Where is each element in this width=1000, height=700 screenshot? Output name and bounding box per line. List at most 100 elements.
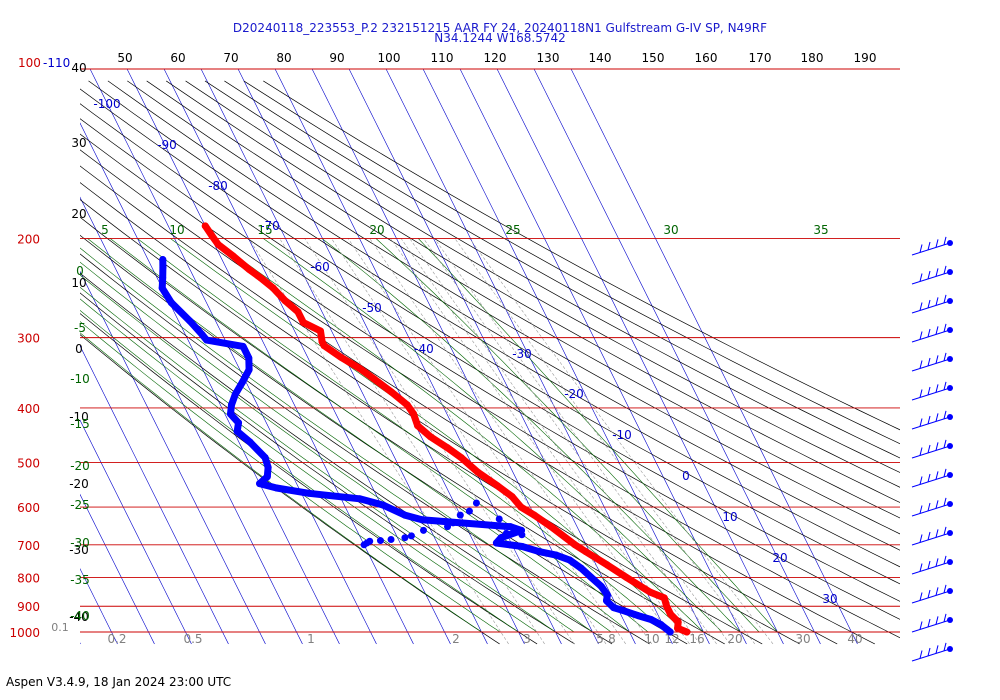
chart-title-line-1: D20240118_223553_P.2 232151215 AAR FY 24… xyxy=(232,21,768,35)
dry-adiabat-label: 110 xyxy=(431,51,454,65)
wind-barb-feather xyxy=(919,360,923,369)
temperature-profile-point xyxy=(370,375,378,383)
wind-barb-point xyxy=(947,588,953,594)
dry-adiabat-line xyxy=(146,80,900,519)
wind-barb-staff xyxy=(911,300,951,314)
dewpoint-scatter-point xyxy=(502,529,510,537)
dry-adiabat-line xyxy=(80,88,900,585)
wind-barb-feather xyxy=(935,587,939,596)
moist-adiabat-label: -40 xyxy=(70,609,90,623)
wind-barb-feather xyxy=(919,389,923,398)
isotherm-label: 20 xyxy=(772,551,787,565)
wind-barb-feather xyxy=(919,650,923,659)
mixing-ratio-line xyxy=(400,238,690,645)
temperature-profile-point xyxy=(403,401,411,409)
temperature-profile-point xyxy=(316,327,324,335)
mixing-ratio-label: 20 xyxy=(727,632,742,646)
dry-adiabat-label: 150 xyxy=(642,51,665,65)
temperature-profile-point xyxy=(674,618,682,626)
dewpoint-profile-point xyxy=(198,330,206,338)
wind-barb-feather xyxy=(935,355,939,364)
dewpoint-profile-point xyxy=(167,299,175,307)
wind-barb-feather xyxy=(927,328,931,338)
temperature-profile-point xyxy=(257,274,265,282)
wind-barb-feather xyxy=(919,476,923,485)
dewpoint-profile-point xyxy=(263,473,271,481)
dry-adiabat-line xyxy=(263,80,900,431)
dewpoint-profile-point xyxy=(305,489,313,497)
mixing-ratio-line xyxy=(390,238,678,645)
wind-barb-feather xyxy=(919,302,923,311)
dewpoint-profile-point xyxy=(158,284,166,292)
temperature-profile-point xyxy=(646,588,654,596)
wind-barb-feather xyxy=(943,439,947,449)
dry-adiabat-line xyxy=(166,80,900,503)
wind-barb-feather xyxy=(943,410,947,420)
wind-barb xyxy=(911,526,953,546)
wind-barb-staff xyxy=(911,329,951,343)
isotherm-line xyxy=(496,69,784,645)
dewpoint-scatter-point xyxy=(456,511,464,519)
isotherm-line xyxy=(237,69,525,645)
isotherm-label: 0 xyxy=(682,469,690,483)
dry-adiabat-line xyxy=(80,272,613,645)
wind-barb-point xyxy=(947,240,953,246)
temperature-profile-point xyxy=(683,628,691,636)
wind-barb xyxy=(911,236,953,256)
wind-barb xyxy=(911,613,953,633)
pressure-label: 100 xyxy=(18,56,41,70)
dewpoint-profile-point xyxy=(186,317,194,325)
dewpoint-scatter-point xyxy=(472,499,480,507)
isotherm-line xyxy=(422,69,710,645)
isotherm-line xyxy=(80,345,229,645)
wind-barb-point xyxy=(947,327,953,333)
moist-adiabat-label: -25 xyxy=(70,498,90,512)
dewpoint-profile-point xyxy=(647,615,655,623)
isotherm-line xyxy=(80,568,118,645)
isotherm-label: -90 xyxy=(157,138,177,152)
dewpoint-profile-point xyxy=(597,582,605,590)
temperature-profile-point xyxy=(622,573,630,581)
dry-adiabat-line xyxy=(80,182,800,645)
moist-adiabat-line xyxy=(80,274,575,633)
temperature-profile-point xyxy=(410,410,418,418)
wind-barb xyxy=(911,497,953,517)
dry-adiabat-label: 70 xyxy=(223,51,238,65)
pressure-label: 800 xyxy=(17,571,40,585)
wind-barb-feather xyxy=(927,502,931,512)
temperature-profile-point xyxy=(582,548,590,556)
dewpoint-profile-point xyxy=(227,401,235,409)
chart-title-line-2: N34.1244 W168.5742 xyxy=(434,31,566,45)
wind-barb-feather xyxy=(943,613,947,623)
wind-barb-feather xyxy=(943,555,947,565)
wind-barb-point xyxy=(947,356,953,362)
mixing-ratio-label: 0.1 xyxy=(51,621,69,634)
wind-barb-feather xyxy=(943,294,947,304)
wind-barb-point xyxy=(947,414,953,420)
dry-adiabat-label: -20 xyxy=(69,477,89,491)
temperature-profile-point xyxy=(299,318,307,326)
wind-barb-feather xyxy=(935,529,939,538)
isotherm-line xyxy=(200,69,488,645)
temperature-profile-point xyxy=(674,624,682,632)
wind-barb-point xyxy=(947,530,953,536)
dewpoint-scatter-point xyxy=(444,523,452,531)
temperature-profile-point xyxy=(547,523,555,531)
wind-barb-feather xyxy=(935,500,939,509)
wind-barb xyxy=(911,468,953,488)
wind-barb-feather xyxy=(919,534,923,543)
dewpoint-profile-point xyxy=(603,591,611,599)
dewpoint-scatter-point xyxy=(387,535,395,543)
moist-adiabat-label: -35 xyxy=(70,573,90,587)
dewpoint-scatter-point xyxy=(376,537,384,545)
temperature-profile-point xyxy=(269,284,277,292)
dewpoint-scatter-point xyxy=(518,531,526,539)
wind-barb-staff xyxy=(911,503,951,517)
isotherm-label: 10 xyxy=(722,510,737,524)
mixing-ratio-line xyxy=(304,238,575,645)
moist-adiabat-label: -15 xyxy=(70,417,90,431)
temperature-profile-point xyxy=(245,265,253,273)
dewpoint-profile-point xyxy=(610,604,618,612)
isotherm-line xyxy=(163,69,451,645)
wind-barb-point xyxy=(947,501,953,507)
